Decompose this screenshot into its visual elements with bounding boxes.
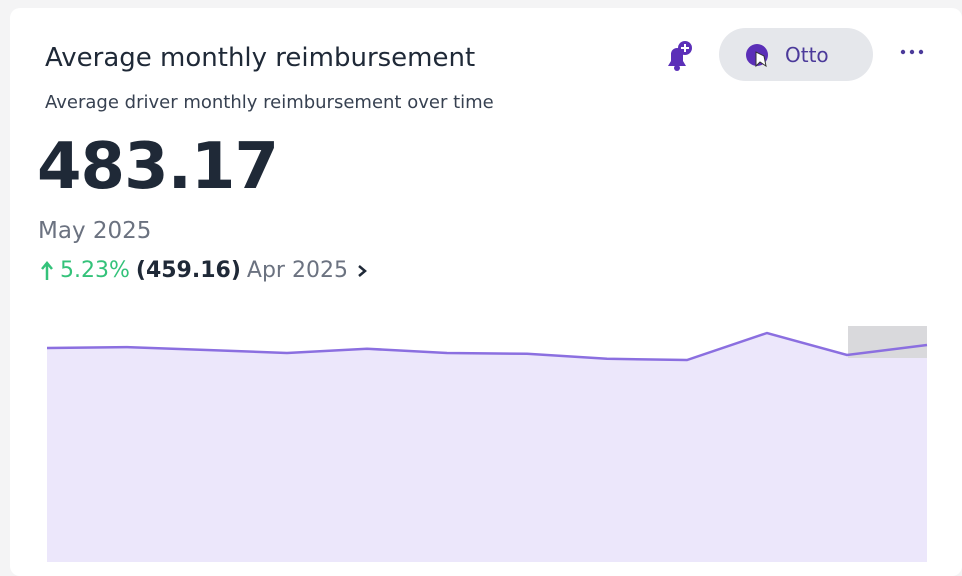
user-chip[interactable]: Otto [719,28,873,81]
avatar [746,44,768,68]
previous-value: (459.16) [135,258,241,283]
card: Average monthly reimbursement Average dr… [10,8,962,576]
chevron [358,264,367,277]
up-arrow [41,260,53,280]
kpi-period: May 2025 [38,218,152,244]
area-fill [47,333,927,562]
card-subtitle: Average driver monthly reimbursement ove… [45,92,494,113]
kpi-value: 483.17 [37,130,279,204]
comparison[interactable]: 5.23% (459.16) Apr 2025 [40,258,370,283]
user-name: Otto [785,42,829,67]
previous-period: Apr 2025 [246,258,348,283]
alert-button[interactable] [660,38,696,74]
change-percent: 5.23% [60,258,130,283]
card-title: Average monthly reimbursement [45,43,476,73]
more-menu[interactable] [898,46,928,58]
area-line [46,331,928,362]
sparkline [46,326,928,562]
